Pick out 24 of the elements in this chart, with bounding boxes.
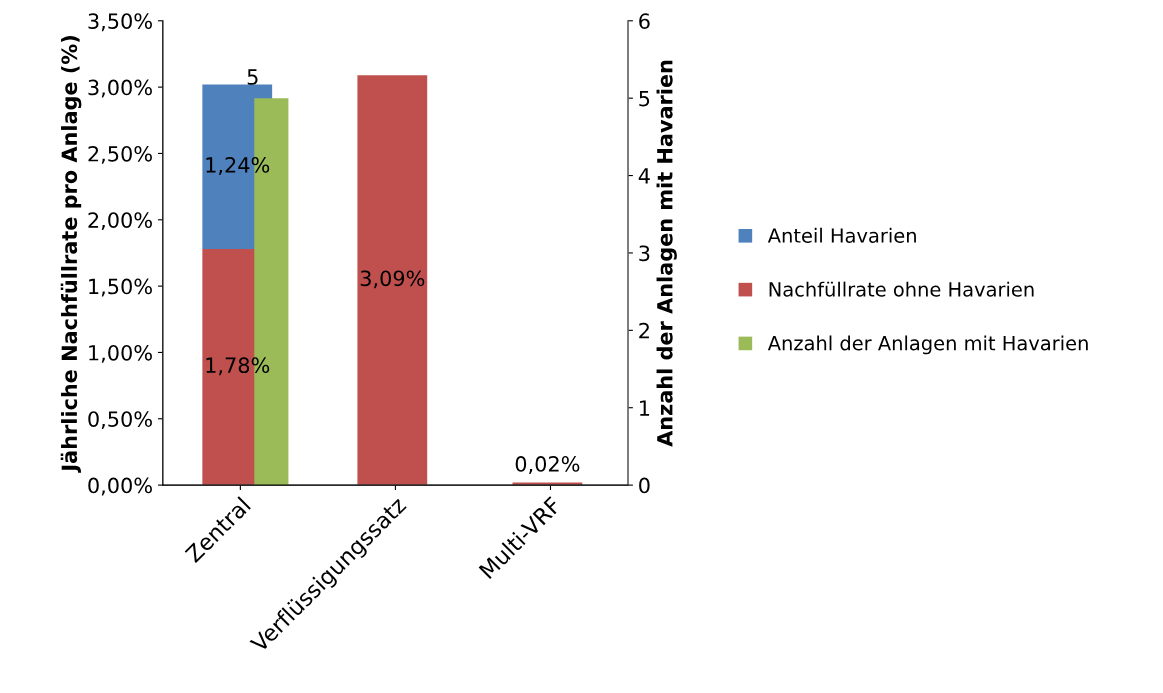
y-tick-label: 2,50% [88,145,152,164]
data-label: 5 [247,69,258,85]
data-label: 3,09% [360,270,425,289]
legend-label: Anteil Havarien [767,227,916,243]
y2-tick-label: 5 [639,90,650,107]
y2-tick-label: 4 [638,168,650,184]
y2-tick-label: 1 [640,400,650,416]
legend-label: Nachfüllrate ohne Havarien [769,281,1034,297]
y2-tick-label: 6 [639,13,650,29]
y2-axis-title: Anzahl der Anlagen mit Havarien [656,60,677,447]
y-axis-title: Jährliche Nachfüllrate pro Anlage (%) [60,36,82,473]
legend-label: Anzahl der Anlagen mit Havarien [767,335,1088,355]
data-label: 1,24% [206,157,270,175]
data-label: 0,02% [515,456,580,474]
y-tick-label: 3,00% [88,79,152,98]
y2-tick-label: 0 [639,477,650,494]
y-tick-label: 3,50% [88,13,152,32]
y-tick-label: 1,00% [89,344,152,363]
y-tick-label: 2,00% [88,212,152,231]
y2-tick-label: 2 [639,322,649,339]
y2-tick-label: 3 [639,245,650,262]
y-tick-label: 1,50% [89,278,152,297]
y-tick-label: 0,50% [88,411,152,430]
y-tick-label: 0,00% [88,477,152,496]
